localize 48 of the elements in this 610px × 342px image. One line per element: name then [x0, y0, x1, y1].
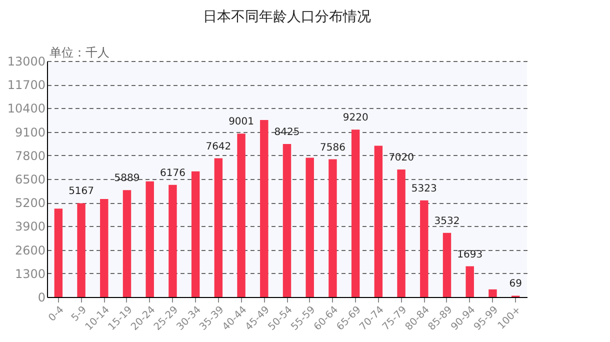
y-tick-label: 13000: [7, 54, 46, 68]
bar: [168, 184, 177, 297]
chart-title: 日本不同年龄人口分布情况: [203, 9, 371, 25]
bar: [191, 171, 200, 297]
data-label: 5889: [114, 173, 140, 184]
bar: [122, 190, 132, 297]
y-tick-label: 1300: [14, 266, 46, 281]
data-label: 5323: [411, 183, 437, 194]
data-label: 6176: [160, 168, 186, 179]
y-tick-label: 0: [38, 290, 46, 304]
data-label: 7586: [320, 142, 346, 154]
bar: [466, 266, 474, 297]
x-tick-label: 0-4: [46, 304, 66, 324]
bar: [397, 170, 406, 297]
y-tick-label: 3900: [14, 220, 46, 234]
y-tick-label: 7800: [14, 148, 46, 163]
data-label: 3532: [434, 216, 460, 227]
y-tick-label: 5200: [14, 196, 46, 210]
y-tick-label: 6500: [14, 172, 46, 186]
bar: [442, 232, 452, 297]
data-label: 8425: [274, 127, 300, 138]
y-tick-label: 9100: [14, 125, 46, 140]
bar: [351, 130, 360, 297]
bar: [282, 144, 292, 297]
y-tick-label: 11700: [7, 78, 46, 92]
data-label: 69: [509, 278, 522, 290]
bar: [420, 200, 428, 297]
bar: [146, 181, 154, 297]
bar: [237, 134, 246, 297]
bar: [374, 146, 383, 297]
bar: [214, 158, 223, 297]
bar: [306, 158, 314, 297]
bar: [77, 203, 86, 297]
bar: [100, 198, 108, 297]
y-axis-title: 单位：千人: [50, 46, 110, 60]
y-tick-label: 10400: [7, 102, 46, 116]
data-label: 7020: [388, 152, 414, 164]
bar: [260, 120, 268, 297]
bar: [488, 289, 497, 297]
data-label: 9001: [228, 116, 254, 128]
data-label: 1693: [457, 249, 483, 260]
bar: [54, 208, 63, 297]
x-tick-label: 5-9: [70, 304, 90, 324]
data-label: 9220: [342, 112, 368, 124]
y-tick-label: 2600: [14, 243, 46, 258]
data-label: 7642: [206, 141, 232, 152]
data-label: 5167: [68, 186, 94, 198]
bar: [328, 159, 337, 297]
